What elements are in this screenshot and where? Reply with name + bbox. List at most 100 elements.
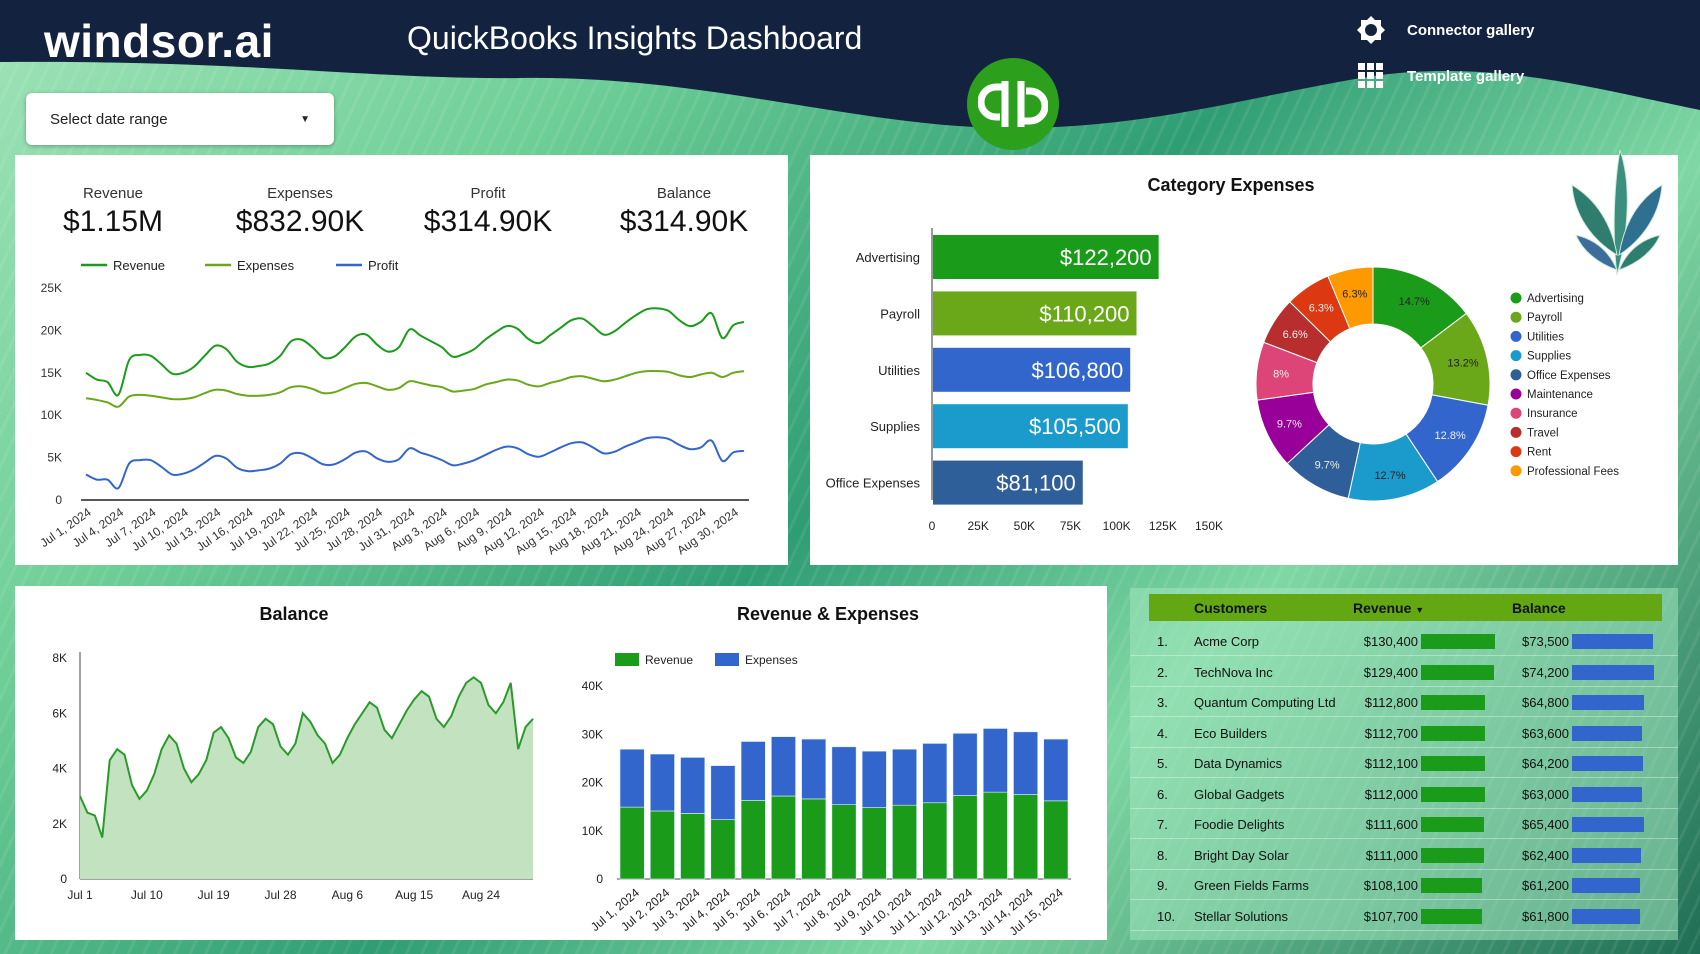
template-gallery-link[interactable]: Template gallery (1355, 60, 1524, 92)
balance-chart-title: Balance (259, 604, 329, 624)
row-rank: 3. (1157, 695, 1168, 710)
revenue-expenses-chart-title: Revenue & Expenses (736, 604, 920, 624)
header-customers[interactable]: Customers (1194, 600, 1268, 616)
revenue-bar (1421, 725, 1485, 741)
y-tick-label: 0 (60, 872, 67, 886)
row-customer: Global Gadgets (1194, 786, 1285, 802)
stacked-bar-revenue (982, 791, 1008, 880)
stacked-bar-revenue (649, 810, 675, 880)
stacked-bar-expenses (892, 748, 917, 806)
kpi-profit: Profit $314.90K (388, 185, 588, 239)
table-row[interactable]: 2. TechNova Inc $129,400 $74,200 (1130, 657, 1678, 687)
legend-dot (1510, 407, 1522, 419)
stacked-bar-revenue (922, 802, 948, 880)
bar-supplies (933, 404, 1128, 449)
revenue-bar (1421, 695, 1485, 710)
table-row[interactable]: 10. Stellar Solutions $107,700 $61,800 (1130, 901, 1678, 931)
stacked-bar-expenses (1043, 738, 1069, 802)
bar-office-expenses (933, 460, 1083, 505)
category-label: Advertising (856, 250, 920, 265)
row-customer: Green Fields Farms (1194, 878, 1309, 893)
row-balance: $73,500 (1522, 634, 1569, 649)
header-revenue[interactable]: Revenue ▼ (1353, 600, 1424, 616)
x-tick-label: 50K (1014, 519, 1035, 533)
x-tick-label: Jul 19 (198, 888, 230, 902)
legend-label: Office Expenses (1527, 370, 1611, 382)
balance-bar (1572, 847, 1641, 863)
slice-label: 6.3% (1309, 302, 1334, 314)
bar-data-label: $110,200 (1039, 301, 1129, 326)
row-balance: $61,200 (1522, 878, 1569, 893)
windsor-logo[interactable]: windsor.ai (44, 15, 274, 67)
kpi-label: Revenue (82, 185, 144, 202)
legend-label: Utilities (1527, 331, 1564, 343)
row-rank: 9. (1157, 878, 1168, 893)
balance-bar (1572, 725, 1643, 741)
row-customer: Eco Builders (1194, 725, 1267, 741)
x-tick-label: 75K (1060, 519, 1081, 533)
row-rank: 1. (1157, 634, 1168, 649)
table-row[interactable]: 5. Data Dynamics $112,100 $64,200 (1130, 748, 1678, 778)
row-customer: TechNova Inc (1194, 664, 1273, 680)
revenue-bar (1421, 786, 1485, 802)
stacked-bar-expenses (1013, 731, 1039, 795)
row-customer: Stellar Solutions (1194, 908, 1288, 924)
slice-label: 9.7% (1277, 419, 1302, 431)
series-line-revenue (85, 307, 745, 397)
table-row[interactable]: 9. Green Fields Farms $108,100 $61,200 (1130, 870, 1678, 900)
revenue-bar (1421, 664, 1495, 680)
stacked-bar-revenue (892, 804, 917, 880)
x-tick-label: Aug 24 (462, 888, 500, 902)
revenue-bar (1421, 908, 1483, 924)
y-tick-label: 20K (582, 776, 603, 790)
legend-label: Insurance (1527, 408, 1578, 420)
row-rank: 5. (1157, 756, 1168, 771)
stacked-bar-revenue (680, 813, 706, 880)
series-line-profit (85, 436, 745, 490)
legend-dot (1510, 330, 1522, 342)
table-row[interactable]: 4. Eco Builders $112,700 $63,600 (1130, 718, 1678, 748)
header-balance[interactable]: Balance (1512, 600, 1566, 616)
table-row[interactable]: 1. Acme Corp $130,400 $73,500 (1130, 626, 1678, 656)
y-tick-label: 40K (582, 679, 603, 693)
row-revenue: $111,600 (1365, 817, 1418, 832)
bar-advertising (933, 235, 1159, 279)
customers-table: Customers Revenue ▼ Balance 1. Acme Corp $… (1130, 588, 1678, 940)
stacked-bar-revenue (1043, 800, 1069, 880)
slice-label: 6.3% (1342, 288, 1367, 300)
stacked-bar-expenses (831, 746, 857, 805)
table-row[interactable]: 6. Global Gadgets $112,000 $63,000 (1130, 779, 1678, 809)
stacked-bar-revenue (710, 819, 736, 880)
balance-bar (1572, 664, 1654, 680)
table-row[interactable]: 7. Foodie Delights $111,600 $65,400 (1130, 809, 1678, 839)
x-tick-label: Jul 28 (264, 888, 296, 902)
legend-dot (1510, 426, 1522, 438)
table-row[interactable]: 8. Bright Day Solar $111,000 $62,400 (1130, 840, 1678, 870)
x-tick-label: Jul 1 (67, 888, 93, 902)
area-fill (80, 677, 533, 879)
stacked-bar-expenses (982, 728, 1008, 793)
y-tick-label: 6K (52, 706, 67, 720)
balance-and-revenue-expenses-charts: 0 2K 4K 6K 8K Jul 1 Jul 10 Jul 19 Jul 28 Aug 6 Aug… (52, 651, 1071, 938)
y-tick-label: 2K (52, 817, 67, 831)
category-expenses-card: Category Expenses Advertising $122,200 Pay… (810, 149, 1678, 565)
stacked-bar-expenses (649, 753, 675, 812)
legend-label: Expenses (745, 653, 798, 667)
connector-gallery-link[interactable]: Connector gallery (1355, 14, 1535, 46)
bar-utilities (933, 347, 1131, 392)
stacked-bar-expenses (710, 765, 736, 820)
kpi-value: $1.15M (62, 205, 164, 238)
date-range-select[interactable]: Select date range ▼ (26, 93, 334, 145)
balance-bar (1572, 786, 1642, 802)
stacked-bar-expenses (952, 732, 978, 796)
row-balance: $62,400 (1522, 847, 1569, 863)
stacked-bar-revenue (861, 807, 887, 880)
bar-data-label: $81,100 (996, 471, 1076, 496)
x-tick-label: Jul 10 (131, 888, 163, 902)
series-line-expenses (85, 369, 745, 408)
row-balance: $61,800 (1522, 908, 1569, 924)
kpi-label: Balance (656, 185, 712, 202)
table-row[interactable]: 3. Quantum Computing Ltd $112,800 $64,800 (1130, 687, 1678, 717)
row-customer: Data Dynamics (1194, 756, 1283, 771)
y-tick-label: 5K (47, 451, 62, 465)
